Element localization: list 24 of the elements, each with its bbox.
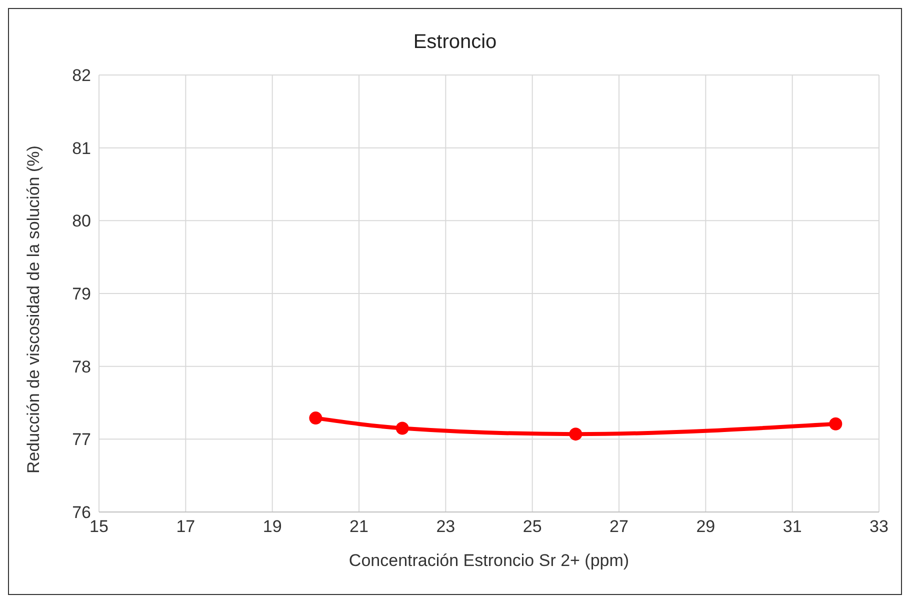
y-tick-label: 82 xyxy=(72,66,91,86)
x-tick-label: 27 xyxy=(610,517,628,536)
x-axis-title: Concentración Estroncio Sr 2+ (ppm) xyxy=(348,551,630,570)
y-tick-label: 80 xyxy=(72,212,91,231)
x-tick-label: 33 xyxy=(870,517,888,536)
x-tick-label: 25 xyxy=(522,517,542,536)
y-tick-label: 77 xyxy=(72,430,91,450)
point xyxy=(829,417,842,430)
point xyxy=(396,422,409,435)
y-axis-title: Reducción de viscosidad de la solución (%) xyxy=(24,146,44,474)
x-tick-label: 31 xyxy=(782,517,802,536)
chart-title: Estroncio xyxy=(412,31,498,54)
point xyxy=(569,428,582,441)
y-tick-label: 78 xyxy=(72,357,91,376)
point xyxy=(309,412,322,425)
y-tick-label: 81 xyxy=(72,138,91,158)
x-tick-label: 15 xyxy=(90,517,108,536)
y-tick-label: 76 xyxy=(72,503,91,522)
x-tick-label: 29 xyxy=(696,517,716,536)
x-tick-label: 17 xyxy=(176,517,196,536)
x-tick-label: 21 xyxy=(350,517,368,536)
x-tick-label: 19 xyxy=(262,517,282,536)
y-tick-label: 79 xyxy=(72,284,91,304)
x-tick-label: 23 xyxy=(436,517,456,536)
